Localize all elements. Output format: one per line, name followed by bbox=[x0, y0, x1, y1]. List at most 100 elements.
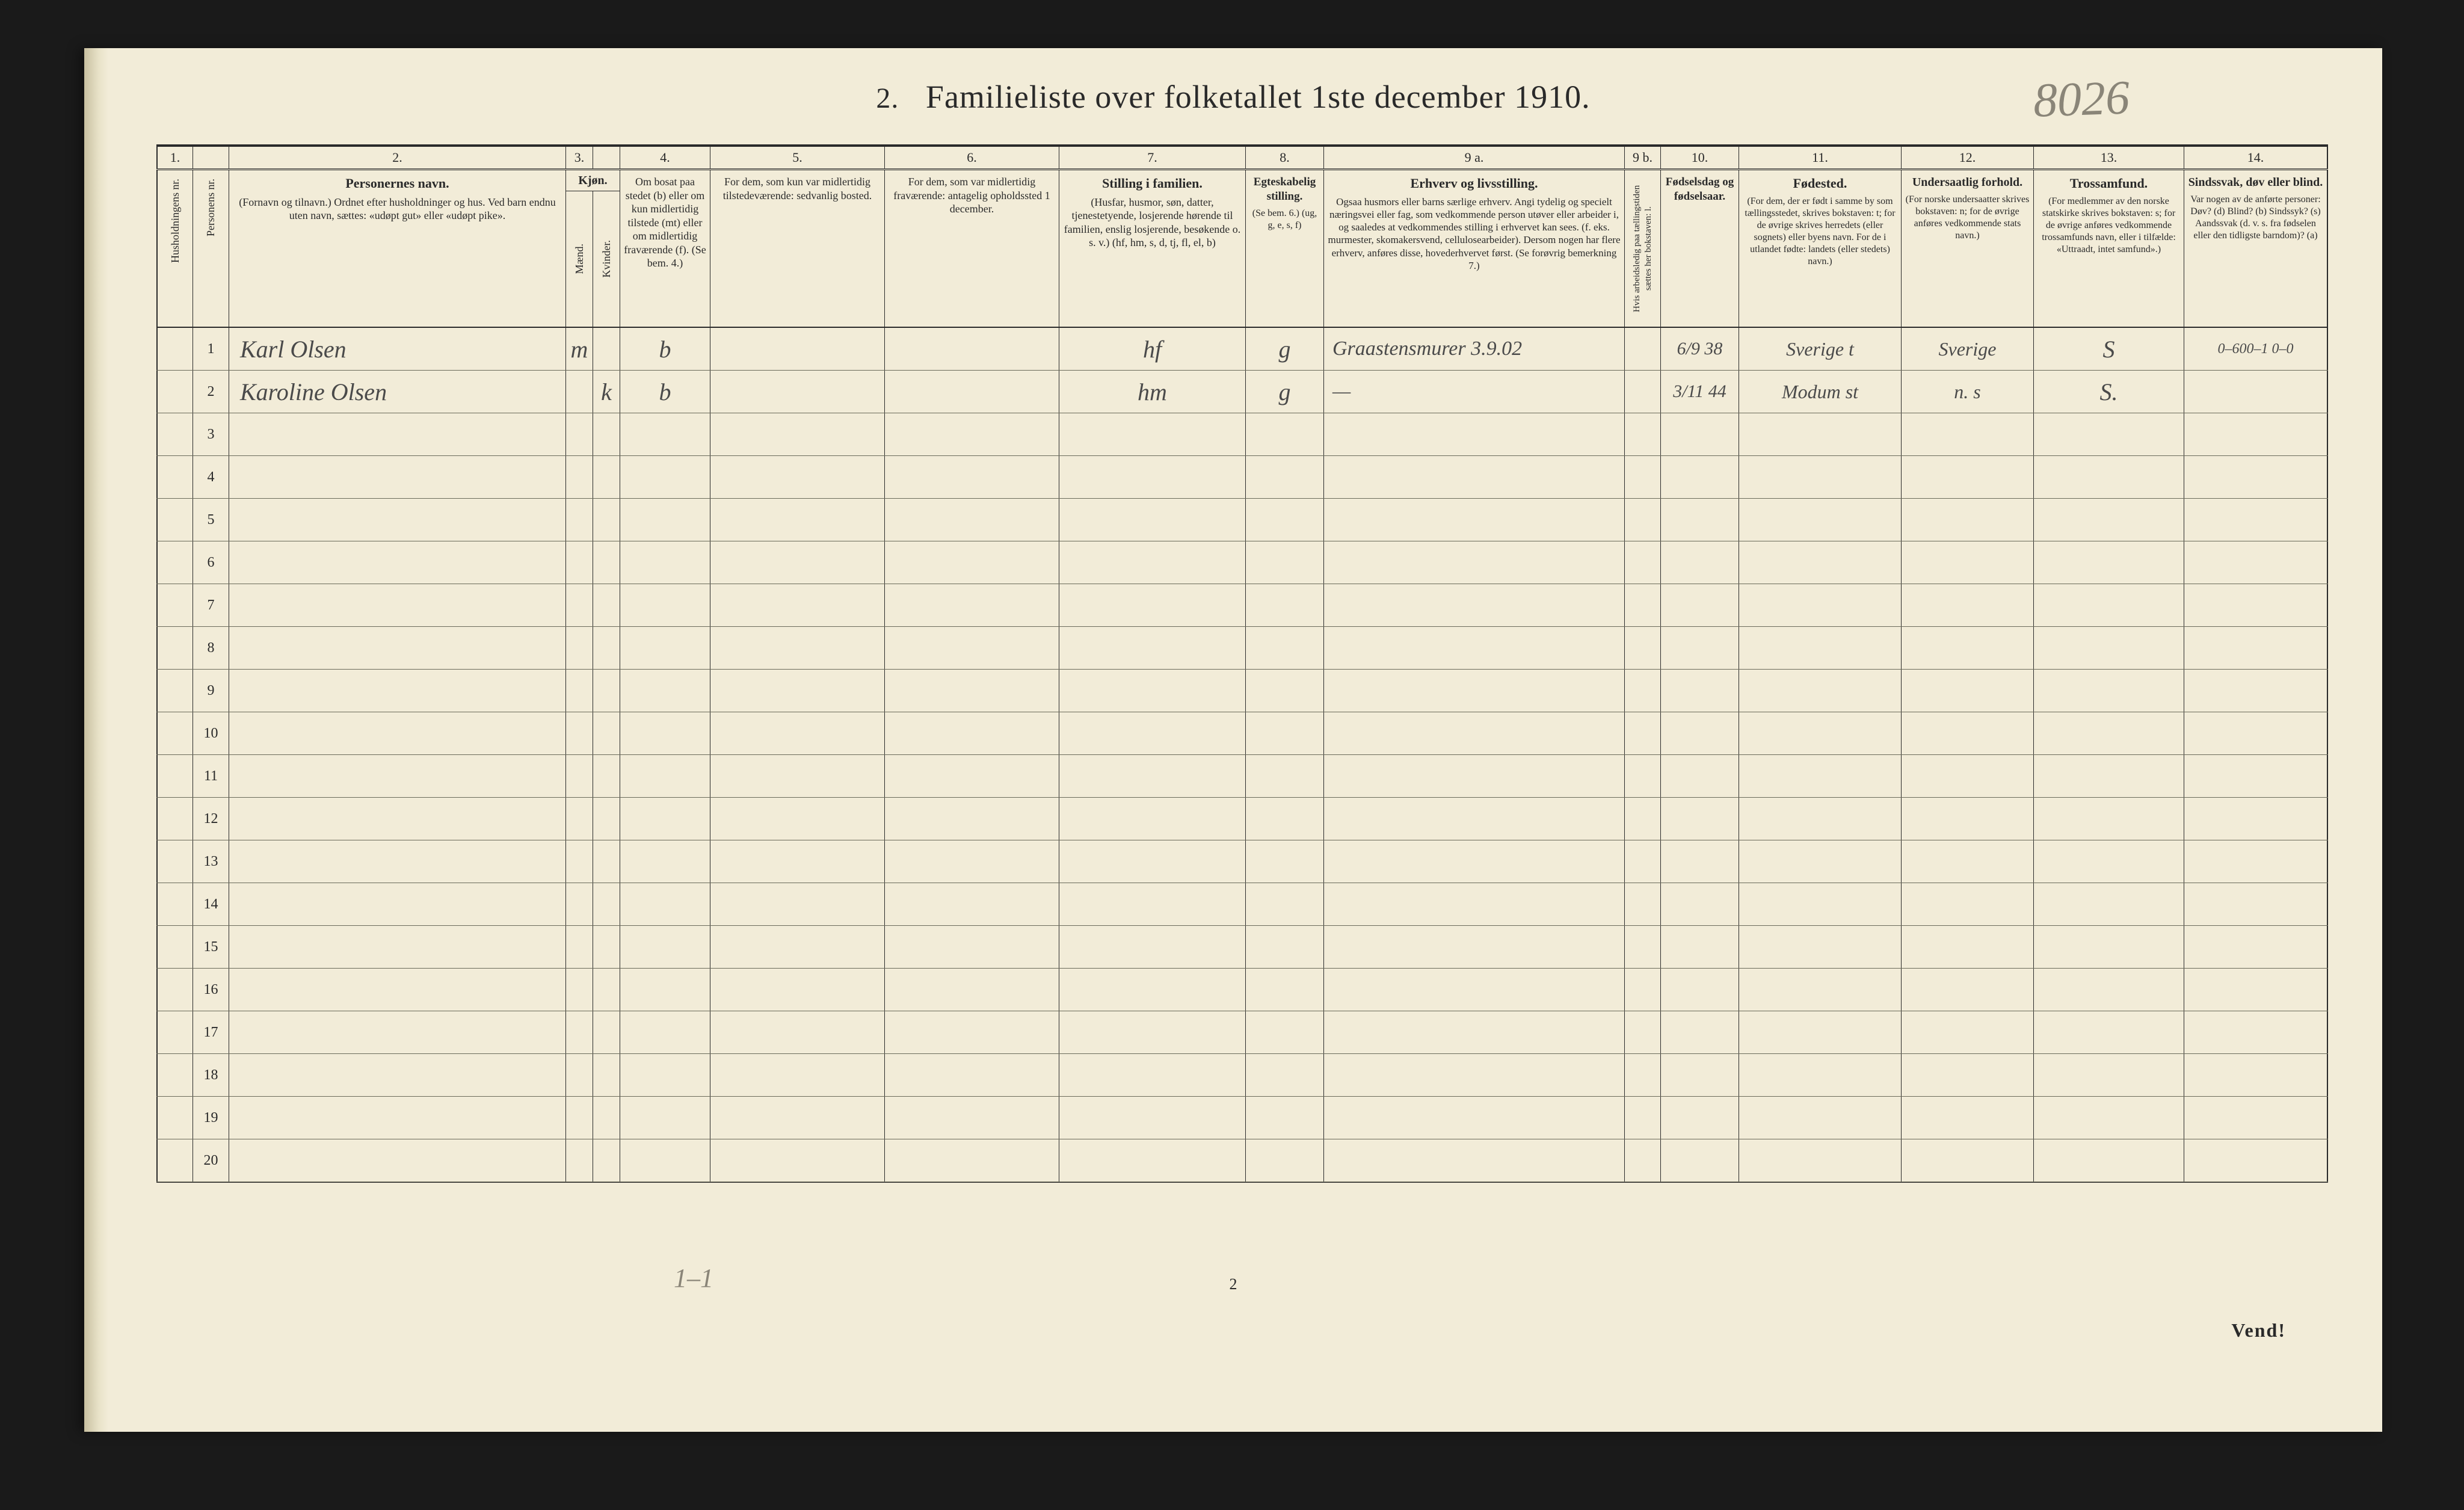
cell-fravaer bbox=[884, 1011, 1059, 1053]
cell-fodsel bbox=[1660, 456, 1739, 498]
cell-tilstede bbox=[710, 670, 884, 712]
cell-erhverv bbox=[1323, 413, 1624, 455]
header-egteskab: Egteskabelig stilling. (Se bem. 6.) (ug,… bbox=[1245, 170, 1323, 327]
cell-bosat bbox=[620, 755, 710, 797]
cell-fodsel bbox=[1660, 1011, 1739, 1053]
cell-undersaat: n. s bbox=[1901, 371, 2033, 413]
cell-bosat bbox=[620, 456, 710, 498]
cell-fravaer bbox=[884, 926, 1059, 968]
cell-tilstede bbox=[710, 371, 884, 413]
cell-sinds bbox=[2184, 371, 2328, 413]
cell-tilstede bbox=[710, 798, 884, 840]
cell-erhverv bbox=[1323, 755, 1624, 797]
cell-arbeidsledig bbox=[1624, 798, 1660, 840]
cell-undersaat bbox=[1901, 627, 2033, 669]
row-number: 5 bbox=[192, 499, 229, 541]
column-header-row: Husholdningens nr. Personens nr. Persone… bbox=[156, 170, 2328, 328]
cell-sex-m bbox=[565, 712, 593, 754]
header-bosat: Om bosat paa stedet (b) eller om kun mid… bbox=[620, 170, 710, 327]
header-undersaat: Undersaatlig forhold. (For norske unders… bbox=[1901, 170, 2033, 327]
row-number: 19 bbox=[192, 1097, 229, 1139]
cell-fravaer bbox=[884, 1054, 1059, 1096]
cell-tros bbox=[2033, 755, 2184, 797]
header-undersaat-title: Undersaatlig forhold. bbox=[1912, 175, 2022, 190]
cell-sinds bbox=[2184, 883, 2328, 925]
cell-fodested: Modum st bbox=[1739, 371, 1901, 413]
cell-bosat bbox=[620, 541, 710, 584]
header-fodested-title: Fødested. bbox=[1793, 175, 1847, 192]
cell-tilstede bbox=[710, 328, 884, 370]
cell-sex-k bbox=[593, 712, 620, 754]
cell-fodsel bbox=[1660, 541, 1739, 584]
header-mand: Mænd. bbox=[573, 240, 587, 278]
table-row: 7 bbox=[156, 584, 2328, 627]
cell-fodsel bbox=[1660, 1097, 1739, 1139]
cell-undersaat bbox=[1901, 755, 2033, 797]
cell-stilling-fam bbox=[1059, 499, 1245, 541]
cell-name bbox=[229, 1011, 565, 1053]
cell-tros: S bbox=[2033, 328, 2184, 370]
cell-arbeidsledig bbox=[1624, 1054, 1660, 1096]
cell-husholdning bbox=[156, 883, 192, 925]
cell-sex-k bbox=[593, 840, 620, 883]
header-tros: Trossamfund. (For medlemmer av den norsk… bbox=[2033, 170, 2184, 327]
table-row: 3 bbox=[156, 413, 2328, 456]
cell-sex-m bbox=[565, 413, 593, 455]
cell-erhverv bbox=[1323, 926, 1624, 968]
header-fravaer: For dem, som var midlertidig fraværende:… bbox=[884, 170, 1059, 327]
row-number: 15 bbox=[192, 926, 229, 968]
cell-tilstede bbox=[710, 883, 884, 925]
cell-sex-m: m bbox=[565, 328, 593, 370]
row-number: 7 bbox=[192, 584, 229, 626]
cell-sex-m bbox=[565, 883, 593, 925]
cell-name bbox=[229, 413, 565, 455]
cell-undersaat bbox=[1901, 499, 2033, 541]
cell-sex-m bbox=[565, 1139, 593, 1182]
cell-sinds bbox=[2184, 499, 2328, 541]
cell-egteskab bbox=[1245, 883, 1323, 925]
cell-sinds bbox=[2184, 1054, 2328, 1096]
cell-fodested bbox=[1739, 413, 1901, 455]
cell-sex-m bbox=[565, 499, 593, 541]
colnum-6: 6. bbox=[884, 147, 1059, 168]
cell-undersaat bbox=[1901, 883, 2033, 925]
footer-vend: Vend! bbox=[2231, 1319, 2286, 1342]
header-husholdning-label: Husholdningens nr. bbox=[168, 175, 182, 267]
cell-fodsel bbox=[1660, 755, 1739, 797]
cell-undersaat bbox=[1901, 413, 2033, 455]
cell-sex-k bbox=[593, 541, 620, 584]
cell-tros bbox=[2033, 584, 2184, 626]
cell-sinds bbox=[2184, 840, 2328, 883]
cell-name: Karl Olsen bbox=[229, 328, 565, 370]
header-sinds-title: Sindssvak, døv eller blind. bbox=[2188, 175, 2323, 190]
table-row: 1Karl OlsenmbhfgGraastensmurer 3.9.026/9… bbox=[156, 328, 2328, 371]
cell-bosat bbox=[620, 798, 710, 840]
cell-tros bbox=[2033, 456, 2184, 498]
cell-stilling-fam bbox=[1059, 883, 1245, 925]
cell-fodsel bbox=[1660, 413, 1739, 455]
cell-name bbox=[229, 499, 565, 541]
cell-arbeidsledig bbox=[1624, 627, 1660, 669]
title-text: Familieliste over folketallet 1ste decem… bbox=[926, 79, 1591, 115]
cell-erhverv: — bbox=[1323, 371, 1624, 413]
header-navn-title: Personernes navn. bbox=[345, 175, 449, 192]
footer-page-number: 2 bbox=[1230, 1275, 1237, 1293]
cell-erhverv bbox=[1323, 1139, 1624, 1182]
cell-husholdning bbox=[156, 541, 192, 584]
cell-husholdning bbox=[156, 499, 192, 541]
cell-sinds bbox=[2184, 413, 2328, 455]
cell-tros bbox=[2033, 926, 2184, 968]
cell-bosat bbox=[620, 926, 710, 968]
cell-egteskab bbox=[1245, 499, 1323, 541]
cell-sinds bbox=[2184, 926, 2328, 968]
cell-bosat bbox=[620, 1011, 710, 1053]
cell-stilling-fam bbox=[1059, 712, 1245, 754]
cell-husholdning bbox=[156, 328, 192, 370]
table-row: 20 bbox=[156, 1139, 2328, 1182]
rows-container: 1Karl OlsenmbhfgGraastensmurer 3.9.026/9… bbox=[156, 328, 2328, 1182]
cell-undersaat bbox=[1901, 541, 2033, 584]
cell-name bbox=[229, 1139, 565, 1182]
colnum-1b bbox=[192, 147, 229, 168]
cell-bosat bbox=[620, 969, 710, 1011]
colnum-9b: 9 b. bbox=[1624, 147, 1660, 168]
